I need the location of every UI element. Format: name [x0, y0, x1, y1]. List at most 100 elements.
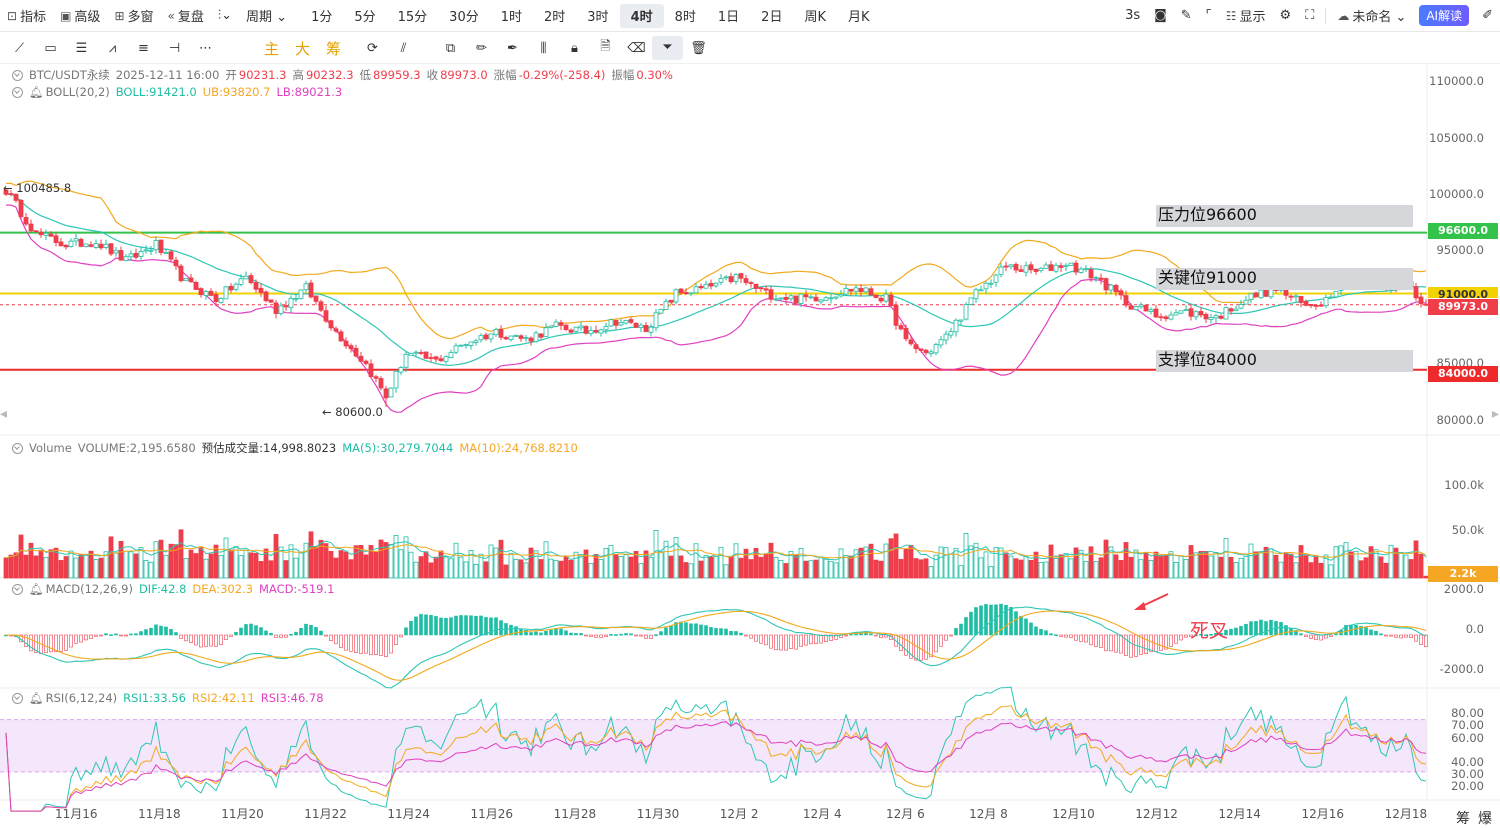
settings-button[interactable]: ⚙ [1273, 0, 1299, 32]
volume-bar [598, 559, 604, 579]
volume-bar [1138, 559, 1144, 579]
macd-histogram-bar [904, 634, 908, 656]
draw-button[interactable]: ✎ [1174, 0, 1199, 32]
volume-bar [898, 559, 904, 579]
candle-body [518, 335, 524, 339]
indicator-toggle-button[interactable]: 筹 [325, 39, 341, 58]
line-tool[interactable]: ⟋ [4, 41, 35, 56]
timeframe-tab[interactable]: 4时 [619, 3, 664, 28]
timeframe-tab[interactable]: 15分 [397, 10, 428, 25]
bell-icon[interactable]: 🔔︎ [29, 691, 44, 705]
scroll-left-handle[interactable]: ◂ [0, 406, 8, 422]
candles-tool[interactable]: ⫼ [528, 41, 559, 56]
rect-tool[interactable]: ▭ [35, 41, 66, 56]
edit-button[interactable]: ✐ [1475, 0, 1500, 32]
volume-bar [213, 544, 219, 579]
tool-advanced[interactable]: ▣ 高级 [53, 0, 107, 32]
macd-histogram-bar [694, 623, 698, 636]
ai-interpret-button[interactable]: AI解读 [1419, 5, 1470, 26]
timeframe-tab[interactable]: 月K [847, 10, 870, 25]
bell-icon[interactable]: 🔔︎ [29, 582, 44, 596]
volume-bar [1328, 564, 1334, 579]
camera-button[interactable]: ◙ [1147, 0, 1174, 32]
tool-indicator[interactable]: ⊡ 指标 [0, 0, 53, 32]
volume-bar [618, 556, 624, 579]
collapse-icon[interactable] [12, 69, 23, 81]
collapse-icon[interactable] [12, 442, 23, 454]
timeframe-tab[interactable]: 1日 [717, 10, 740, 25]
candle-body [158, 239, 164, 253]
macd-histogram-bar [274, 634, 278, 638]
indicator-toggle-button[interactable]: 主 [263, 39, 279, 58]
macd-histogram-bar [1329, 634, 1333, 637]
volume-bar [933, 554, 939, 579]
measure-tool[interactable]: ⫽ [388, 41, 419, 56]
candle-body [1158, 316, 1164, 319]
timeframe-tab[interactable]: 1分 [311, 10, 333, 25]
collapse-icon[interactable] [12, 692, 23, 704]
volume-bar [288, 544, 294, 579]
macd-histogram-bar [1114, 634, 1118, 653]
timeframe-tab[interactable]: 周K [804, 10, 826, 25]
filter-tool[interactable]: ⏷ [652, 36, 683, 60]
lock-tool[interactable]: 🔒︎ [559, 41, 590, 56]
fib-tool[interactable]: ≡ [128, 41, 159, 56]
erase-tool[interactable]: ⌫ [621, 41, 652, 56]
refresh-interval[interactable]: 3s [1118, 0, 1147, 32]
macd-histogram-bar [1099, 634, 1103, 648]
timeframe-tab[interactable]: 8时 [674, 10, 696, 25]
volume-bar [983, 551, 989, 579]
period-selector[interactable]: 周期 ⌄ [239, 0, 294, 32]
wave-tool[interactable]: ⩘ [97, 41, 128, 56]
display-button[interactable]: ☷ 显示 [1219, 0, 1273, 32]
candle-body [168, 251, 174, 260]
scroll-right-handle[interactable]: ▸ [1492, 406, 1500, 422]
liquidation-button[interactable]: 爆 [1478, 811, 1492, 827]
volume-bar [138, 547, 144, 579]
timeframe-tab[interactable]: 5分 [354, 10, 376, 25]
macd-histogram-bar [549, 629, 553, 636]
more-tools[interactable]: ⋯ [190, 41, 221, 56]
collapse-icon[interactable] [12, 86, 23, 98]
volume-bar [1373, 549, 1379, 579]
chart-type-selector[interactable]: ⫶⌄ [211, 0, 239, 32]
resistance-zone-label[interactable]: 压力位96600 [1156, 205, 1413, 227]
collapse-icon[interactable] [12, 583, 23, 595]
timeframe-tab[interactable]: 1时 [500, 10, 522, 25]
candle-body [598, 329, 604, 334]
copy-tool[interactable]: ⧉ [435, 41, 466, 56]
macd-histogram-bar [239, 627, 243, 636]
key-zone-label[interactable]: 关键位91000 [1156, 268, 1413, 290]
brush-tool[interactable]: ✏ [466, 41, 497, 56]
timeframe-tab[interactable]: 2日 [761, 10, 783, 25]
candle-body [1413, 286, 1419, 299]
bell-icon[interactable]: 🔔︎ [29, 85, 44, 99]
fullscreen-button[interactable]: ⛶ [1298, 0, 1321, 32]
macd-histogram-bar [1029, 622, 1033, 636]
macd-histogram-bar [564, 630, 568, 636]
marker-tool[interactable]: ✒ [497, 41, 528, 56]
timeframe-tab[interactable]: 3时 [587, 10, 609, 25]
indicator-toggle-button[interactable]: 大 [294, 39, 310, 58]
macd-histogram-bar [444, 617, 448, 636]
cycle-tool[interactable]: ⟳ [357, 41, 388, 56]
timeframe-tab[interactable]: 30分 [449, 10, 479, 25]
delete-tool[interactable]: 🗑︎ [683, 41, 714, 56]
layout-name-selector[interactable]: ☁ 未命名 ⌄ [1330, 0, 1413, 32]
candle-body [1063, 264, 1069, 267]
tool-multi-window[interactable]: ⊞ 多窗 [107, 0, 160, 32]
timeframe-tab[interactable]: 2时 [544, 10, 566, 25]
macd-histogram-bar [214, 634, 218, 647]
note-tool[interactable]: 🗎︎ [590, 37, 621, 59]
volume-bar [258, 561, 264, 579]
layout-button[interactable]: ⌜ [1199, 0, 1219, 32]
tool-replay[interactable]: «复盘 [161, 0, 211, 32]
volume-bar [163, 554, 169, 579]
chips-button[interactable]: 筹 [1456, 811, 1470, 827]
parallel-tool[interactable]: ☰ [66, 41, 97, 56]
hline-tool[interactable]: ⊣ [159, 41, 190, 56]
volume-bar [1393, 547, 1399, 579]
support-zone-label[interactable]: 支撑位84000 [1156, 350, 1413, 372]
candle-body [1083, 268, 1089, 271]
